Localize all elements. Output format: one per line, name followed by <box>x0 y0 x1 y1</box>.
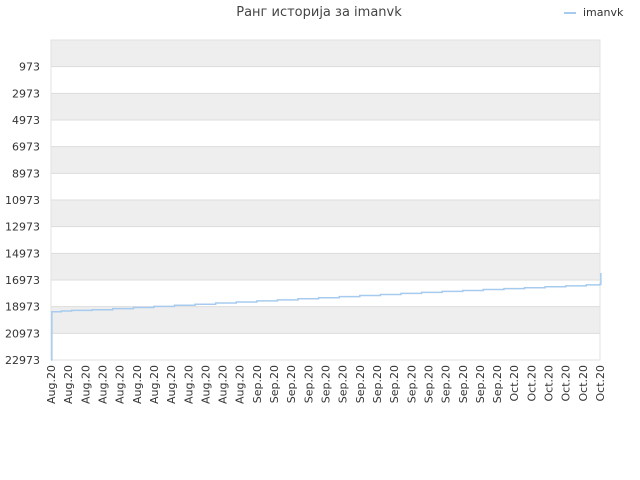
x-tick-label: Sep.20 <box>302 365 315 403</box>
x-tick-label: Sep.20 <box>251 365 264 403</box>
plot-border <box>50 39 601 361</box>
plot-band <box>51 253 600 280</box>
x-tick-label: Sep.20 <box>354 365 367 403</box>
plot-band <box>51 306 600 334</box>
x-tick-label: Sep.20 <box>457 365 470 403</box>
x-tick-label: Sep.20 <box>268 365 281 403</box>
chart-title: Ранг историја за imanvk <box>236 5 402 20</box>
x-tick-label: Sep.20 <box>320 365 333 403</box>
x-tick-label: Sep.20 <box>285 365 298 403</box>
x-tick-label: Aug.20 <box>79 365 92 404</box>
x-tick-label: Sep.20 <box>491 365 504 403</box>
x-tick-label: Oct.20 <box>577 365 590 402</box>
plot-band <box>51 333 600 360</box>
x-tick-label: Oct.20 <box>594 365 607 402</box>
plot-band <box>51 66 600 94</box>
plot-band <box>51 173 600 200</box>
y-tick-label: 6973 <box>12 141 40 154</box>
y-tick-label: 16973 <box>5 274 40 287</box>
x-tick-label: Sep.20 <box>405 365 418 403</box>
plot-band <box>51 200 600 227</box>
y-axis-ticks: 973 2973 4973 6973 8973 10973 12973 14973 16973 1… <box>5 61 40 367</box>
x-tick-label: Sep.20 <box>337 365 350 403</box>
x-tick-label: Sep.20 <box>474 365 487 403</box>
x-tick-label: Aug.20 <box>96 365 109 404</box>
x-tick-label: Aug.20 <box>131 365 144 404</box>
legend-label-imanvk: imanvk <box>583 6 624 19</box>
x-axis-ticks: Aug.20 Aug.20 Aug.20 Aug.20 Aug.20 Aug.20 Aug.… <box>45 365 607 404</box>
x-tick-label: Aug.20 <box>217 365 230 404</box>
y-tick-label: 20973 <box>5 327 40 340</box>
x-tick-label: Aug.20 <box>148 365 161 404</box>
legend: imanvk <box>564 6 624 19</box>
plot-band <box>51 226 600 254</box>
y-tick-label: 973 <box>19 61 40 74</box>
plot-band <box>51 120 600 147</box>
y-tick-label: 18973 <box>5 301 40 314</box>
x-tick-label: Sep.20 <box>440 365 453 403</box>
x-tick-label: Sep.20 <box>422 365 435 403</box>
series-line-imanvk <box>51 273 602 361</box>
y-tick-label: 14973 <box>5 247 40 260</box>
y-tick-label: 8973 <box>12 167 40 180</box>
y-tick-label: 22973 <box>5 354 40 367</box>
x-tick-label: Sep.20 <box>371 365 384 403</box>
plot-bands <box>50 39 601 361</box>
y-tick-label: 4973 <box>12 114 40 127</box>
plot-band <box>51 280 600 307</box>
y-tick-label: 2973 <box>12 87 40 100</box>
plot-band <box>51 40 600 67</box>
x-tick-label: Aug.20 <box>165 365 178 404</box>
x-tick-label: Aug.20 <box>45 365 58 404</box>
y-tick-label: 10973 <box>5 194 40 207</box>
plot-band <box>51 146 600 174</box>
x-tick-label: Aug.20 <box>199 365 212 404</box>
x-tick-label: Oct.20 <box>508 365 521 402</box>
x-tick-label: Oct.20 <box>560 365 573 402</box>
plot-band <box>51 93 600 120</box>
x-tick-label: Aug.20 <box>114 365 127 404</box>
x-tick-label: Oct.20 <box>543 365 556 402</box>
y-tick-label: 12973 <box>5 221 40 234</box>
series-layer <box>51 273 602 361</box>
x-tick-label: Aug.20 <box>62 365 75 404</box>
x-tick-label: Oct.20 <box>525 365 538 402</box>
x-tick-label: Sep.20 <box>388 365 401 403</box>
x-tick-label: Aug.20 <box>234 365 247 404</box>
x-tick-label: Aug.20 <box>182 365 195 404</box>
